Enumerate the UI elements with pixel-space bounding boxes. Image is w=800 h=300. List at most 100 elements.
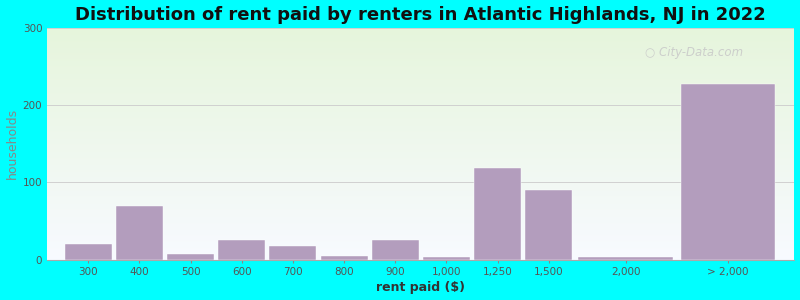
Bar bbox=[47, 60, 794, 62]
Bar bbox=[47, 153, 794, 154]
Bar bbox=[47, 206, 794, 208]
Bar bbox=[47, 68, 794, 70]
Bar bbox=[47, 125, 794, 126]
Bar bbox=[47, 114, 794, 115]
Bar bbox=[47, 232, 794, 233]
Bar bbox=[47, 61, 794, 63]
Bar bbox=[47, 40, 794, 42]
Bar bbox=[47, 50, 794, 51]
Bar bbox=[47, 115, 794, 116]
Bar bbox=[47, 88, 794, 89]
Bar bbox=[47, 243, 794, 244]
Bar bbox=[47, 211, 794, 212]
Bar bbox=[167, 254, 214, 260]
Bar bbox=[47, 160, 794, 161]
Bar bbox=[47, 228, 794, 230]
Bar bbox=[47, 165, 794, 166]
Bar bbox=[47, 231, 794, 232]
Bar bbox=[47, 213, 794, 214]
Bar bbox=[47, 71, 794, 72]
Bar bbox=[47, 227, 794, 228]
Bar bbox=[47, 73, 794, 74]
Bar bbox=[47, 191, 794, 192]
Bar bbox=[47, 80, 794, 81]
Bar bbox=[47, 43, 794, 44]
Bar bbox=[47, 139, 794, 140]
Bar bbox=[47, 152, 794, 153]
Bar bbox=[681, 83, 775, 260]
Bar bbox=[47, 196, 794, 197]
Bar bbox=[47, 181, 794, 182]
Bar bbox=[47, 214, 794, 216]
Bar bbox=[47, 224, 794, 225]
Bar bbox=[47, 63, 794, 64]
Bar bbox=[47, 233, 794, 234]
Bar bbox=[47, 150, 794, 151]
Bar bbox=[47, 59, 794, 60]
Bar bbox=[47, 144, 794, 145]
Bar bbox=[47, 91, 794, 92]
Bar bbox=[47, 108, 794, 109]
Bar bbox=[47, 188, 794, 189]
Bar bbox=[47, 44, 794, 45]
Bar bbox=[47, 109, 794, 110]
Bar bbox=[47, 55, 794, 56]
Bar bbox=[47, 129, 794, 130]
Bar bbox=[47, 162, 794, 164]
Bar bbox=[47, 183, 794, 184]
Bar bbox=[47, 49, 794, 50]
Title: Distribution of rent paid by renters in Atlantic Highlands, NJ in 2022: Distribution of rent paid by renters in … bbox=[75, 6, 766, 24]
Bar bbox=[474, 169, 521, 260]
Bar bbox=[47, 217, 794, 218]
Bar bbox=[47, 46, 794, 48]
Bar bbox=[47, 104, 794, 106]
Bar bbox=[47, 134, 794, 136]
Bar bbox=[47, 256, 794, 257]
Bar bbox=[47, 170, 794, 172]
Bar bbox=[47, 235, 794, 236]
Bar bbox=[47, 182, 794, 183]
Bar bbox=[47, 35, 794, 36]
Bar bbox=[47, 89, 794, 91]
Bar bbox=[47, 216, 794, 217]
Bar bbox=[47, 93, 794, 94]
Bar bbox=[47, 116, 794, 117]
Bar bbox=[47, 195, 794, 196]
Bar bbox=[47, 138, 794, 139]
Bar bbox=[47, 255, 794, 256]
Bar bbox=[47, 209, 794, 210]
Bar bbox=[47, 37, 794, 38]
Bar bbox=[65, 244, 112, 260]
Bar bbox=[47, 76, 794, 78]
Bar bbox=[47, 133, 794, 134]
Bar bbox=[47, 239, 794, 240]
Bar bbox=[47, 250, 794, 251]
Bar bbox=[47, 147, 794, 148]
Bar bbox=[47, 174, 794, 175]
Text: ○ City-Data.com: ○ City-Data.com bbox=[645, 46, 743, 59]
X-axis label: rent paid ($): rent paid ($) bbox=[376, 281, 466, 294]
Bar bbox=[47, 190, 794, 191]
Bar bbox=[578, 257, 673, 260]
Bar bbox=[47, 254, 794, 255]
Bar bbox=[47, 67, 794, 68]
Bar bbox=[47, 161, 794, 162]
Bar bbox=[47, 158, 794, 159]
Bar bbox=[47, 205, 794, 206]
Bar bbox=[47, 70, 794, 71]
Bar bbox=[47, 189, 794, 190]
Bar bbox=[47, 86, 794, 87]
Bar bbox=[47, 223, 794, 224]
Bar bbox=[47, 164, 794, 165]
Bar bbox=[47, 94, 794, 95]
Bar bbox=[47, 219, 794, 220]
Bar bbox=[47, 184, 794, 185]
Bar bbox=[47, 173, 794, 174]
Bar bbox=[47, 141, 794, 142]
Bar bbox=[47, 118, 794, 119]
Bar bbox=[47, 246, 794, 247]
Bar bbox=[47, 96, 794, 98]
Bar bbox=[47, 98, 794, 99]
Bar bbox=[47, 87, 794, 88]
Bar bbox=[47, 117, 794, 118]
